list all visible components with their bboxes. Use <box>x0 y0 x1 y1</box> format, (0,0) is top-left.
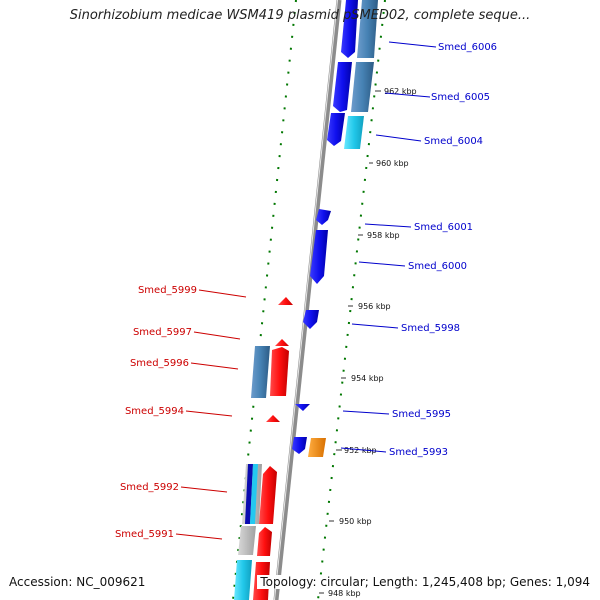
genome-summary: Topology: circular; Length: 1,245,408 bp… <box>257 575 590 589</box>
gene-label-smed-6004[interactable]: Smed_6004 <box>424 136 483 147</box>
kbp-label-954: 954 kbp <box>351 374 384 383</box>
reverse-gene-labels: Smed_6006 Smed_6005 Smed_6004 Smed_6001 … <box>340 41 497 458</box>
gene-block-smed-5996-b[interactable] <box>270 347 289 396</box>
gene-block-smed-6004-b[interactable] <box>344 116 364 149</box>
kbp-label-962: 962 kbp <box>384 87 417 96</box>
gene-label-smed-5996[interactable]: Smed_5996 <box>130 358 189 369</box>
gene-block-smed-5999[interactable] <box>278 297 293 305</box>
gene-blocks[interactable] <box>234 0 378 600</box>
gene-block-smed-6001[interactable] <box>316 209 331 225</box>
gene-block-smed-5996-a[interactable] <box>251 346 270 398</box>
gene-label-smed-5992[interactable]: Smed_5992 <box>120 482 179 493</box>
gene-block-smed-5995[interactable] <box>295 404 310 411</box>
forward-gene-labels: Smed_5999 Smed_5997 Smed_5996 Smed_5994 … <box>115 285 247 540</box>
kbp-label-956: 956 kbp <box>358 302 391 311</box>
gene-block-bottom-a[interactable] <box>234 560 252 600</box>
kbp-label-952: 952 kbp <box>344 446 377 455</box>
gene-block-smed-5991-a[interactable] <box>238 526 256 555</box>
accession-label: Accession: NC_009621 <box>9 575 146 589</box>
gene-block-smed-5992-d[interactable] <box>259 466 277 524</box>
gene-label-smed-5995[interactable]: Smed_5995 <box>392 409 451 420</box>
gene-block-smed-6000[interactable] <box>310 230 328 284</box>
gene-label-smed-6005[interactable]: Smed_6005 <box>431 92 490 103</box>
tick-track-outer-right <box>317 0 386 600</box>
map-title: Sinorhizobium medicae WSM419 plasmid pSM… <box>69 8 531 23</box>
gene-block-smed-5991-b[interactable] <box>257 527 272 556</box>
gene-block-smed-6005-a[interactable] <box>333 62 352 112</box>
gene-label-smed-5997[interactable]: Smed_5997 <box>133 327 192 338</box>
kbp-label-948: 948 kbp <box>328 589 361 598</box>
gene-block-smed-5998[interactable] <box>303 310 319 329</box>
gene-block-smed-6006-a[interactable] <box>341 0 358 58</box>
gene-label-smed-6006[interactable]: Smed_6006 <box>438 42 497 53</box>
gene-label-smed-6000[interactable]: Smed_6000 <box>408 261 467 272</box>
gene-block-smed-5992-c[interactable] <box>250 464 258 524</box>
kbp-label-950: 950 kbp <box>339 517 372 526</box>
tick-track-outer-left <box>232 0 297 600</box>
gene-block-smed-5993-b[interactable] <box>308 438 326 457</box>
gene-label-smed-5999[interactable]: Smed_5999 <box>138 285 197 296</box>
gene-block-smed-6005-b[interactable] <box>351 62 374 112</box>
gene-label-smed-5994[interactable]: Smed_5994 <box>125 406 184 417</box>
gene-label-smed-6001[interactable]: Smed_6001 <box>414 222 473 233</box>
gene-block-smed-5993-a[interactable] <box>292 437 307 454</box>
gene-block-smed-5994[interactable] <box>266 415 280 422</box>
gene-block-smed-6004-a[interactable] <box>327 113 345 146</box>
backbone <box>273 0 342 600</box>
gene-block-smed-5997[interactable] <box>275 339 289 346</box>
kbp-label-958: 958 kbp <box>367 231 400 240</box>
gene-block-smed-6006-b[interactable] <box>357 0 378 58</box>
gene-label-smed-5998[interactable]: Smed_5998 <box>401 323 460 334</box>
kbp-label-960: 960 kbp <box>376 159 409 168</box>
gene-label-smed-5993[interactable]: Smed_5993 <box>389 447 448 458</box>
kbp-ruler: 962 kbp 960 kbp 958 kbp 956 kbp 954 kbp … <box>319 87 417 598</box>
gene-block-smed-5992-b[interactable] <box>245 464 253 524</box>
gene-label-smed-5991[interactable]: Smed_5991 <box>115 529 174 540</box>
